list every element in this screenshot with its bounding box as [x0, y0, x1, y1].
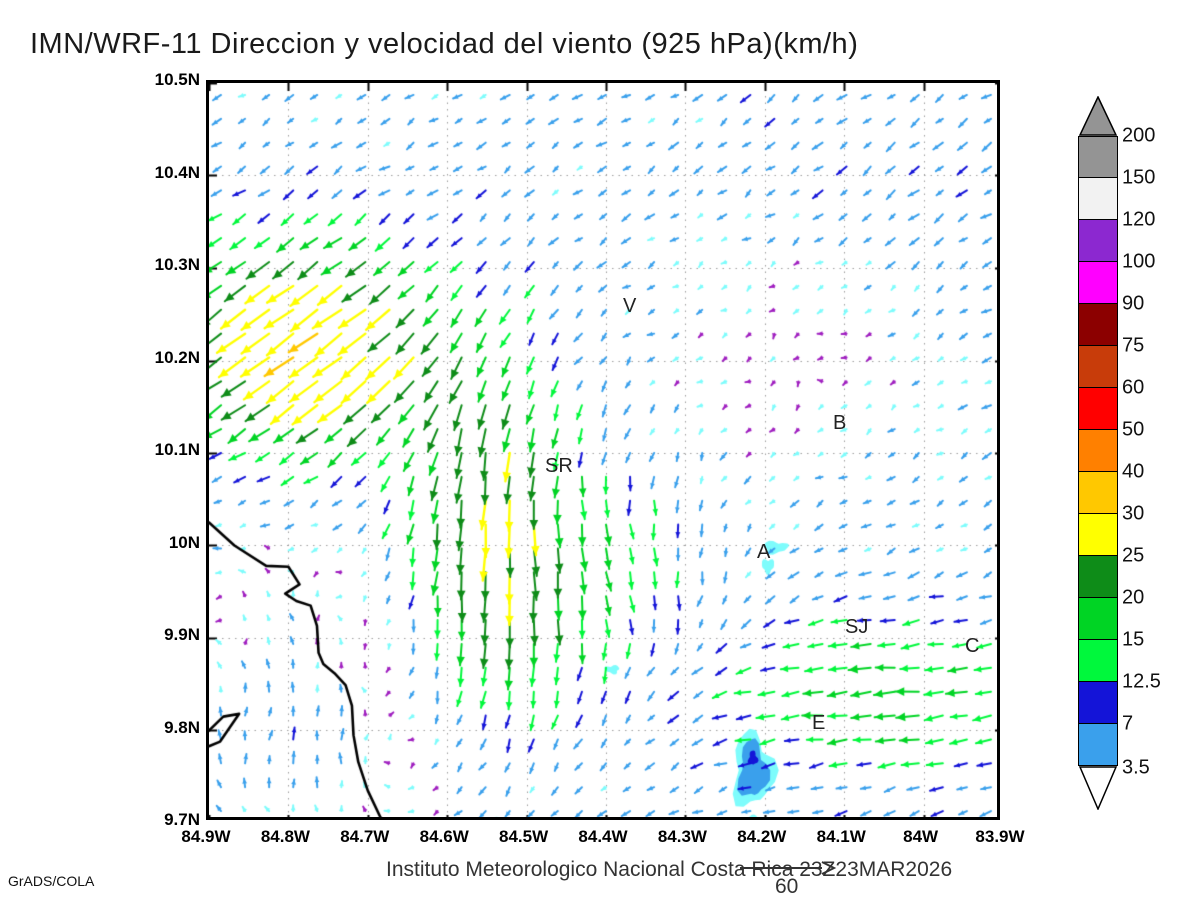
coastline [209, 83, 997, 817]
x-tick-label: 83.9W [975, 827, 1025, 846]
colorbar-tick-label: 60 [1122, 376, 1145, 399]
reference-vector-label: 60 [775, 875, 799, 898]
reference-vector-arrow [740, 861, 837, 875]
colorbar-swatch [1078, 724, 1118, 766]
colorbar-tick-label: 200 [1122, 124, 1156, 147]
x-tick-label: 84.9W [181, 827, 231, 846]
x-tick-label: 84.6W [419, 827, 469, 846]
colorbar-over-arrow [1078, 95, 1118, 136]
colorbar-tick-label: 90 [1122, 292, 1145, 315]
colorbar-swatch [1078, 682, 1118, 724]
y-tick-label: 10.2N [154, 347, 200, 367]
x-tick-label: 84.1W [816, 827, 866, 846]
colorbar-swatch [1078, 556, 1118, 598]
colorbar-swatch [1078, 514, 1118, 556]
colorbar-cells: 200 150 120 100 90 75 60 50 40 30 25 20 15 12.5 7 [1078, 125, 1161, 766]
y-tick-label: 10N [168, 532, 200, 552]
colorbar-swatch [1078, 262, 1118, 304]
x-tick-label: 84W [903, 827, 939, 846]
x-tick-label: 84.4W [578, 827, 628, 846]
wind-speed-colorbar: 200 150 120 100 90 75 60 50 40 30 25 20 15 12.5 7 3.5 [1078, 95, 1161, 811]
colorbar-tick-label: 75 [1122, 334, 1145, 357]
colorbar-swatch [1078, 304, 1118, 346]
x-tick-label: 84.8W [260, 827, 310, 846]
y-tick-label: 10.5N [154, 70, 200, 89]
y-tick-label: 9.7N [164, 810, 200, 829]
colorbar-tick-label: 40 [1122, 460, 1145, 483]
y-tick-label: 9.8N [164, 717, 200, 737]
colorbar-tick-label: 30 [1122, 502, 1145, 525]
colorbar-tick-label: 3.5 [1122, 756, 1150, 779]
y-tick-label: 10.3N [154, 255, 200, 274]
y-tick-label: 10.4N [154, 162, 200, 182]
colorbar-tick-label: 7 [1122, 712, 1134, 735]
colorbar-tick-label: 15 [1122, 628, 1145, 651]
colorbar-swatch [1078, 346, 1118, 388]
grads-cola-credit: GrADS/COLA [8, 873, 95, 889]
colorbar-tick-label: 12.5 [1122, 670, 1161, 693]
colorbar-swatch [1078, 388, 1118, 430]
y-tick-label: 10.1N [154, 440, 200, 459]
page-title: IMN/WRF-11 Direccion y velocidad del vie… [30, 28, 859, 60]
colorbar-tick-label: 25 [1122, 544, 1145, 567]
colorbar-tick-label: 20 [1122, 586, 1145, 609]
colorbar-tick-label: 100 [1122, 250, 1156, 273]
reference-vector: 60 [740, 858, 860, 898]
colorbar-under-arrow [1078, 766, 1118, 811]
colorbar-swatch [1078, 178, 1118, 220]
y-tick-label: 9.9N [164, 625, 200, 644]
footer-institution: Instituto Meteorologico Nacional Costa R… [386, 858, 953, 881]
colorbar-swatch [1078, 472, 1118, 514]
colorbar-tick-label: 150 [1122, 166, 1156, 189]
x-tick-label: 84.3W [657, 827, 707, 846]
colorbar-swatch [1078, 136, 1118, 178]
x-tick-label: 84.7W [340, 827, 390, 846]
colorbar-swatch [1078, 220, 1118, 262]
colorbar-tick-label: 120 [1122, 208, 1156, 231]
x-tick-label: 84.2W [737, 827, 787, 846]
map-plot-area [206, 80, 1000, 820]
colorbar-swatch [1078, 430, 1118, 472]
x-tick-label: 84.5W [499, 827, 549, 846]
colorbar-swatch [1078, 640, 1118, 682]
colorbar-swatch [1078, 598, 1118, 640]
colorbar-tick-label: 50 [1122, 418, 1145, 441]
